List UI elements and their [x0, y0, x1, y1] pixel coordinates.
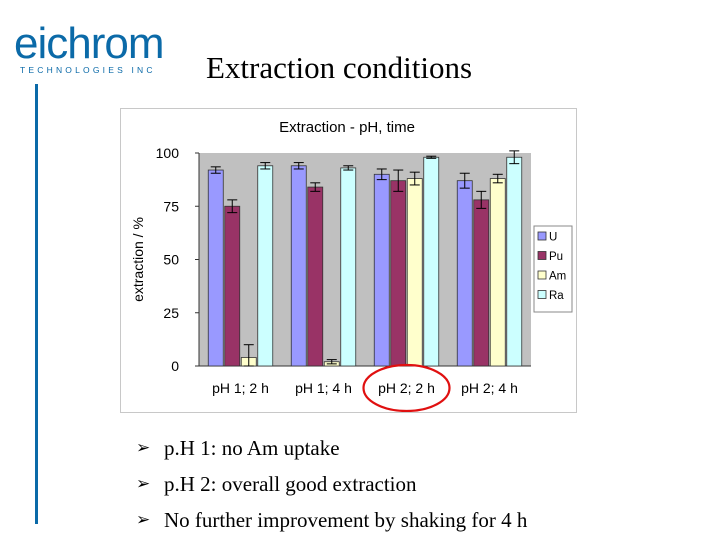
y-tick-label: 25 — [163, 305, 179, 321]
bar — [506, 156, 523, 367]
bar — [307, 186, 324, 367]
x-tick-label: pH 2; 4 h — [461, 380, 518, 396]
legend-swatch — [537, 290, 547, 299]
bar — [406, 178, 423, 367]
bar — [224, 205, 241, 367]
bar — [373, 173, 390, 367]
y-tick-label: 0 — [171, 358, 179, 374]
y-tick-label: 75 — [163, 198, 179, 214]
bullet-text: p.H 2: overall good extraction — [164, 472, 417, 496]
bullet-text: p.H 1: no Am uptake — [164, 436, 340, 460]
legend-swatch — [537, 251, 547, 260]
x-tick-label: pH 2; 2 h — [378, 380, 435, 396]
bar — [456, 180, 473, 367]
y-tick-label: 50 — [163, 252, 179, 268]
extraction-bar-chart: Extraction - pH, time extraction / % 0 25 50… — [130, 119, 573, 412]
chart-panel: Extraction - pH, time extraction / % 0 25 50… — [120, 108, 577, 413]
y-tick-label: 100 — [156, 145, 180, 161]
y-axis-label: extraction / % — [130, 217, 146, 302]
bar — [290, 165, 307, 367]
bar — [473, 199, 490, 367]
bullet-text: No further improvement by shaking for 4 … — [164, 508, 528, 532]
logo-subtitle: TECHNOLOGIES INC — [20, 65, 156, 75]
bar — [423, 156, 440, 367]
x-tick-label: pH 1; 2 h — [212, 380, 269, 396]
bullet-item: ➢ p.H 1: no Am uptake — [136, 430, 527, 466]
bar — [257, 165, 274, 367]
bar — [340, 167, 357, 367]
bullet-item: ➢ No further improvement by shaking for 4… — [136, 502, 527, 538]
bar — [207, 169, 224, 367]
legend-label: Ra — [549, 290, 564, 302]
bar — [390, 180, 407, 367]
arrow-bullet-icon: ➢ — [136, 510, 151, 530]
bullet-list: ➢ p.H 1: no Am uptake ➢ p.H 2: overall goo… — [136, 430, 527, 538]
arrow-bullet-icon: ➢ — [136, 438, 151, 458]
legend-label: U — [549, 232, 557, 244]
legend-label: Pu — [549, 251, 563, 263]
side-divider — [35, 84, 38, 524]
logo-wordmark: eichrom — [14, 19, 164, 68]
arrow-bullet-icon: ➢ — [136, 474, 151, 494]
x-tick-label: pH 1; 4 h — [295, 380, 352, 396]
slide-title: Extraction conditions — [206, 50, 473, 85]
legend-swatch — [537, 231, 547, 241]
chart-title: Extraction - pH, time — [279, 119, 415, 136]
highlight-circle — [362, 363, 451, 412]
bar — [489, 178, 506, 367]
legend-label: Am — [549, 271, 566, 283]
bullet-item: ➢ p.H 2: overall good extraction — [136, 466, 527, 502]
eichrom-logo: eichrom TECHNOLOGIES INC — [14, 20, 174, 78]
legend-swatch — [537, 270, 547, 280]
